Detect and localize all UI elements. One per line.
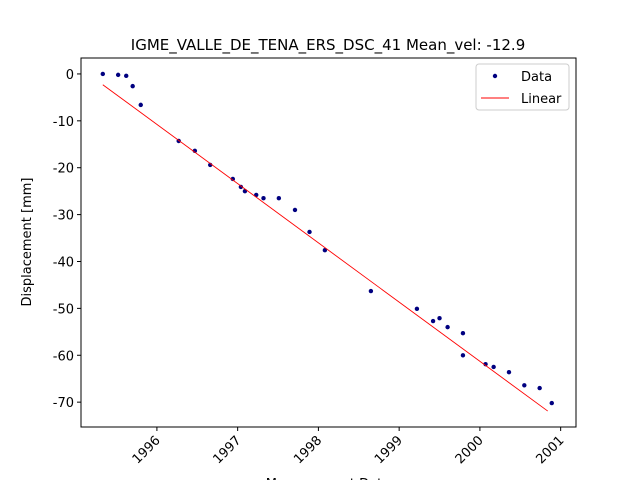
y-tick-label: -40 — [53, 255, 74, 270]
legend-label: Linear — [521, 92, 562, 107]
data-point — [130, 83, 135, 89]
data-point — [460, 331, 466, 336]
legend-marker — [492, 73, 498, 79]
legend-label: Data — [521, 70, 552, 85]
data-point — [292, 207, 298, 213]
data-point — [414, 306, 420, 312]
data-point — [549, 400, 554, 406]
data-point — [322, 248, 328, 253]
y-tick-label: -20 — [53, 162, 74, 177]
y-axis-label: Displacement [mm] — [20, 178, 35, 307]
data-point — [307, 229, 312, 235]
x-axis-label: Measurement Date — [266, 477, 390, 480]
y-tick-label: -50 — [53, 302, 74, 317]
data-point — [522, 383, 527, 388]
data-point — [537, 385, 542, 391]
data-point — [430, 318, 436, 324]
y-tick-label: -30 — [53, 209, 74, 224]
data-point — [491, 364, 496, 370]
fit-line — [102, 84, 549, 412]
data-point — [483, 361, 488, 367]
y-tick-label: -70 — [53, 396, 74, 411]
data-point — [124, 73, 129, 79]
chart-title: IGME_VALLE_DE_TENA_ERS_DSC_41 Mean_vel: … — [131, 36, 525, 55]
data-point — [100, 71, 106, 77]
data-point — [115, 72, 121, 78]
data-point — [230, 176, 236, 182]
data-point — [445, 324, 450, 330]
plot-frame — [80, 57, 577, 428]
y-tick-label: -60 — [53, 349, 74, 364]
data-point — [437, 316, 442, 321]
data-point — [506, 369, 512, 375]
y-tick-label: -10 — [53, 115, 74, 130]
data-point — [368, 288, 374, 294]
data-point — [460, 353, 466, 358]
data-point — [276, 195, 282, 201]
legend: Data Linear — [475, 63, 570, 111]
data-point — [261, 195, 266, 201]
y-tick-label: 0 — [66, 68, 74, 83]
legend-box — [475, 63, 570, 111]
data-point — [138, 102, 143, 108]
data-point — [238, 184, 244, 190]
